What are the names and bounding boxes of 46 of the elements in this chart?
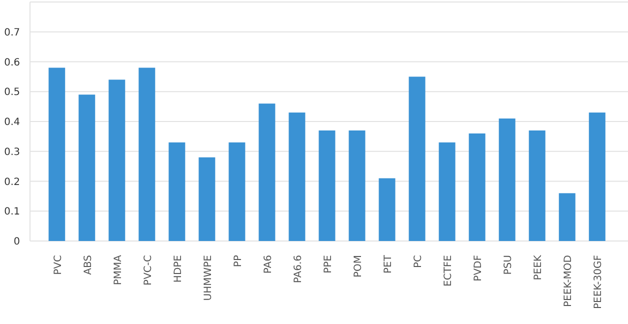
x-tick-label: PSU bbox=[503, 255, 514, 275]
x-tick-label: PPE bbox=[323, 255, 334, 274]
y-tick-label: 0 bbox=[14, 236, 20, 248]
y-tick-label: 0.7 bbox=[4, 27, 20, 38]
bar bbox=[108, 80, 126, 241]
bar bbox=[348, 130, 366, 241]
bar bbox=[288, 112, 306, 241]
x-tick-label: PA6 bbox=[262, 255, 274, 274]
y-tick-label: 0.2 bbox=[4, 176, 20, 188]
bar bbox=[318, 130, 336, 241]
y-tick-label: 0.1 bbox=[4, 206, 20, 218]
x-tick-label: ECTFE bbox=[443, 255, 454, 286]
x-tick-label: PVDF bbox=[473, 254, 484, 282]
x-tick-label: PMMA bbox=[112, 254, 124, 286]
bar bbox=[168, 142, 186, 241]
bar bbox=[588, 112, 606, 241]
bar bbox=[258, 104, 276, 241]
bar bbox=[408, 76, 426, 241]
x-tick-label: PET bbox=[383, 254, 394, 274]
x-tick-label: PEEK-MOD bbox=[563, 254, 574, 307]
x-tick-label: ABS bbox=[82, 255, 94, 275]
bar bbox=[228, 142, 246, 241]
x-tick-label: PEEK-30GF bbox=[593, 254, 604, 310]
x-tick-label: UHMWPE bbox=[202, 255, 214, 301]
bar bbox=[558, 193, 576, 241]
y-tick-label: 0.3 bbox=[4, 146, 20, 158]
y-tick-label: 0.6 bbox=[4, 57, 20, 68]
bar bbox=[198, 157, 216, 241]
bar bbox=[78, 94, 96, 241]
y-tick-label: 0.5 bbox=[4, 87, 20, 98]
bar bbox=[468, 133, 486, 241]
x-tick-label: PA6.6 bbox=[292, 255, 304, 284]
y-tick-label: 0.4 bbox=[4, 117, 20, 128]
x-tick-label: PVC-C bbox=[142, 254, 154, 286]
x-tick-label: HDPE bbox=[172, 255, 184, 283]
bar bbox=[438, 142, 456, 241]
bar bbox=[378, 178, 396, 241]
bar bbox=[498, 118, 516, 241]
bar bbox=[528, 130, 546, 241]
x-tick-label: PC bbox=[413, 254, 424, 268]
bar bbox=[48, 68, 66, 241]
x-tick-label: PP bbox=[232, 255, 244, 268]
x-tick-label: POM bbox=[353, 255, 364, 278]
x-tick-label: PEEK bbox=[533, 254, 544, 280]
x-tick-label: PVC bbox=[52, 254, 64, 275]
bar bbox=[138, 68, 156, 241]
